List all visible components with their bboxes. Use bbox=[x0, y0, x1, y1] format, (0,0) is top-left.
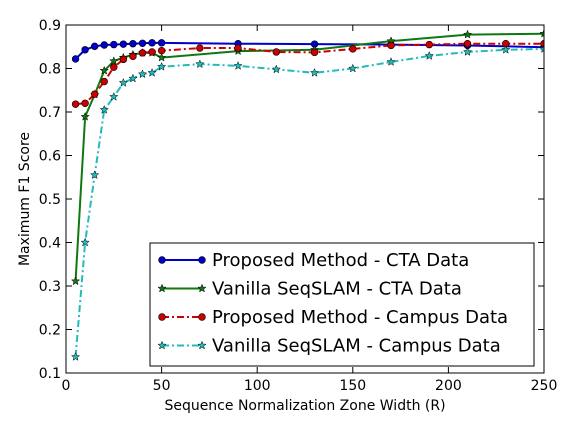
series-4-point bbox=[137, 69, 148, 79]
y-tick-label: 0.7 bbox=[39, 105, 61, 121]
legend-item-1: Proposed Method - CTA Data bbox=[158, 250, 469, 271]
series-2-point bbox=[99, 65, 109, 75]
series-4-point bbox=[118, 77, 129, 87]
series-4-point bbox=[309, 67, 320, 77]
series-2-point bbox=[80, 111, 90, 121]
series-4-point bbox=[80, 237, 90, 247]
legend-marker bbox=[158, 256, 166, 264]
x-tick-label: 0 bbox=[62, 378, 71, 394]
series-4-point bbox=[147, 67, 157, 77]
series-3-point bbox=[157, 46, 166, 55]
series-3-point bbox=[81, 99, 89, 108]
series-4-point bbox=[90, 170, 100, 180]
legend-item-3: Proposed Method - Campus Data bbox=[158, 307, 508, 328]
series-3-point bbox=[310, 48, 319, 57]
legend-label: Proposed Method - CTA Data bbox=[212, 250, 469, 271]
series-2-point bbox=[70, 276, 81, 286]
x-tick-label: 200 bbox=[435, 378, 462, 394]
axis-ticks: 0 50 100 150 200 250 0.1 0.2 0.3 0.4 0.5 0.6 0.7 0.8 0… bbox=[39, 18, 558, 394]
series-4-point bbox=[195, 59, 205, 69]
series-4-point bbox=[501, 44, 511, 54]
y-tick-label: 0.4 bbox=[39, 236, 61, 252]
series-1-point bbox=[71, 55, 80, 63]
series-4-point bbox=[348, 63, 358, 73]
series-4-point bbox=[462, 47, 473, 56]
legend-item-2: Vanilla SeqSLAM - CTA Data bbox=[157, 279, 462, 300]
y-tick-label: 0.5 bbox=[39, 192, 61, 208]
series-3-point bbox=[463, 40, 472, 48]
x-tick-label: 250 bbox=[531, 378, 558, 394]
legend-marker bbox=[198, 256, 206, 264]
series-4-point bbox=[233, 60, 243, 70]
legend-item-4: Vanilla SeqSLAM - Campus Data bbox=[157, 336, 501, 357]
legend-marker bbox=[158, 313, 166, 321]
y-tick-label: 0.9 bbox=[39, 18, 61, 34]
series-3-point bbox=[119, 55, 128, 64]
legend-marker bbox=[197, 340, 207, 350]
series-2-point bbox=[539, 28, 544, 38]
series-4-point bbox=[386, 57, 396, 66]
series-1-point bbox=[110, 40, 118, 49]
series-1-point bbox=[100, 41, 108, 49]
series-3 bbox=[71, 40, 544, 108]
series-2-point bbox=[109, 56, 119, 66]
series-4-point bbox=[109, 91, 119, 101]
series-3-point bbox=[425, 40, 433, 49]
series-3-point bbox=[110, 63, 118, 71]
legend-marker bbox=[157, 340, 167, 350]
series-3-point bbox=[100, 77, 108, 86]
series-2-point bbox=[462, 29, 473, 39]
legend-marker bbox=[197, 283, 207, 293]
series-3-point bbox=[71, 100, 80, 108]
series-4-point bbox=[539, 44, 544, 53]
series-4 bbox=[70, 44, 544, 361]
legend-marker bbox=[157, 283, 167, 293]
series-3-point bbox=[196, 44, 204, 52]
series-3-point bbox=[234, 44, 242, 52]
series-2-point bbox=[156, 52, 167, 62]
x-tick-label: 50 bbox=[153, 378, 171, 394]
plot-area bbox=[70, 28, 544, 361]
y-tick-label: 0.6 bbox=[39, 149, 61, 165]
series-4-point bbox=[271, 64, 281, 74]
x-tick-label: 150 bbox=[339, 378, 366, 394]
series-4-point bbox=[424, 50, 434, 60]
y-tick-label: 0.2 bbox=[39, 323, 61, 339]
y-tick-label: 0.8 bbox=[39, 62, 61, 78]
series-3-point bbox=[272, 48, 281, 56]
series-4-line bbox=[74, 47, 544, 357]
legend-label: Vanilla SeqSLAM - Campus Data bbox=[212, 336, 501, 357]
series-1-point bbox=[157, 39, 166, 47]
series-1-point bbox=[138, 39, 147, 47]
series-4-point bbox=[99, 104, 109, 114]
series-3-point bbox=[129, 52, 137, 61]
legend-label: Vanilla SeqSLAM - CTA Data bbox=[212, 279, 462, 300]
series-3-point bbox=[387, 41, 395, 50]
series-1-point bbox=[119, 40, 128, 48]
series-3-point bbox=[138, 49, 147, 57]
series-4-point bbox=[128, 73, 138, 83]
y-axis-label: Maximum F1 Score bbox=[17, 132, 33, 266]
legend-box bbox=[149, 242, 535, 367]
series-3-point bbox=[349, 45, 357, 53]
legend: Proposed Method - CTA Data Vanilla SeqSLA… bbox=[149, 242, 535, 367]
legend-marker bbox=[198, 313, 206, 321]
x-tick-label: 100 bbox=[244, 378, 271, 394]
y-tick-label: 0.1 bbox=[39, 366, 61, 382]
series-1-point bbox=[148, 39, 156, 47]
series-4-point bbox=[70, 352, 81, 361]
series-1-point bbox=[90, 42, 99, 51]
series-3-point bbox=[148, 48, 156, 56]
y-tick-label: 0.3 bbox=[39, 279, 61, 295]
x-axis-label: Sequence Normalization Zone Width (R) bbox=[164, 398, 445, 414]
series-4-point bbox=[156, 61, 167, 71]
legend-label: Proposed Method - Campus Data bbox=[212, 307, 508, 328]
series-3-point bbox=[90, 90, 99, 98]
series-1-point bbox=[129, 40, 137, 48]
series-1-point bbox=[81, 46, 89, 54]
